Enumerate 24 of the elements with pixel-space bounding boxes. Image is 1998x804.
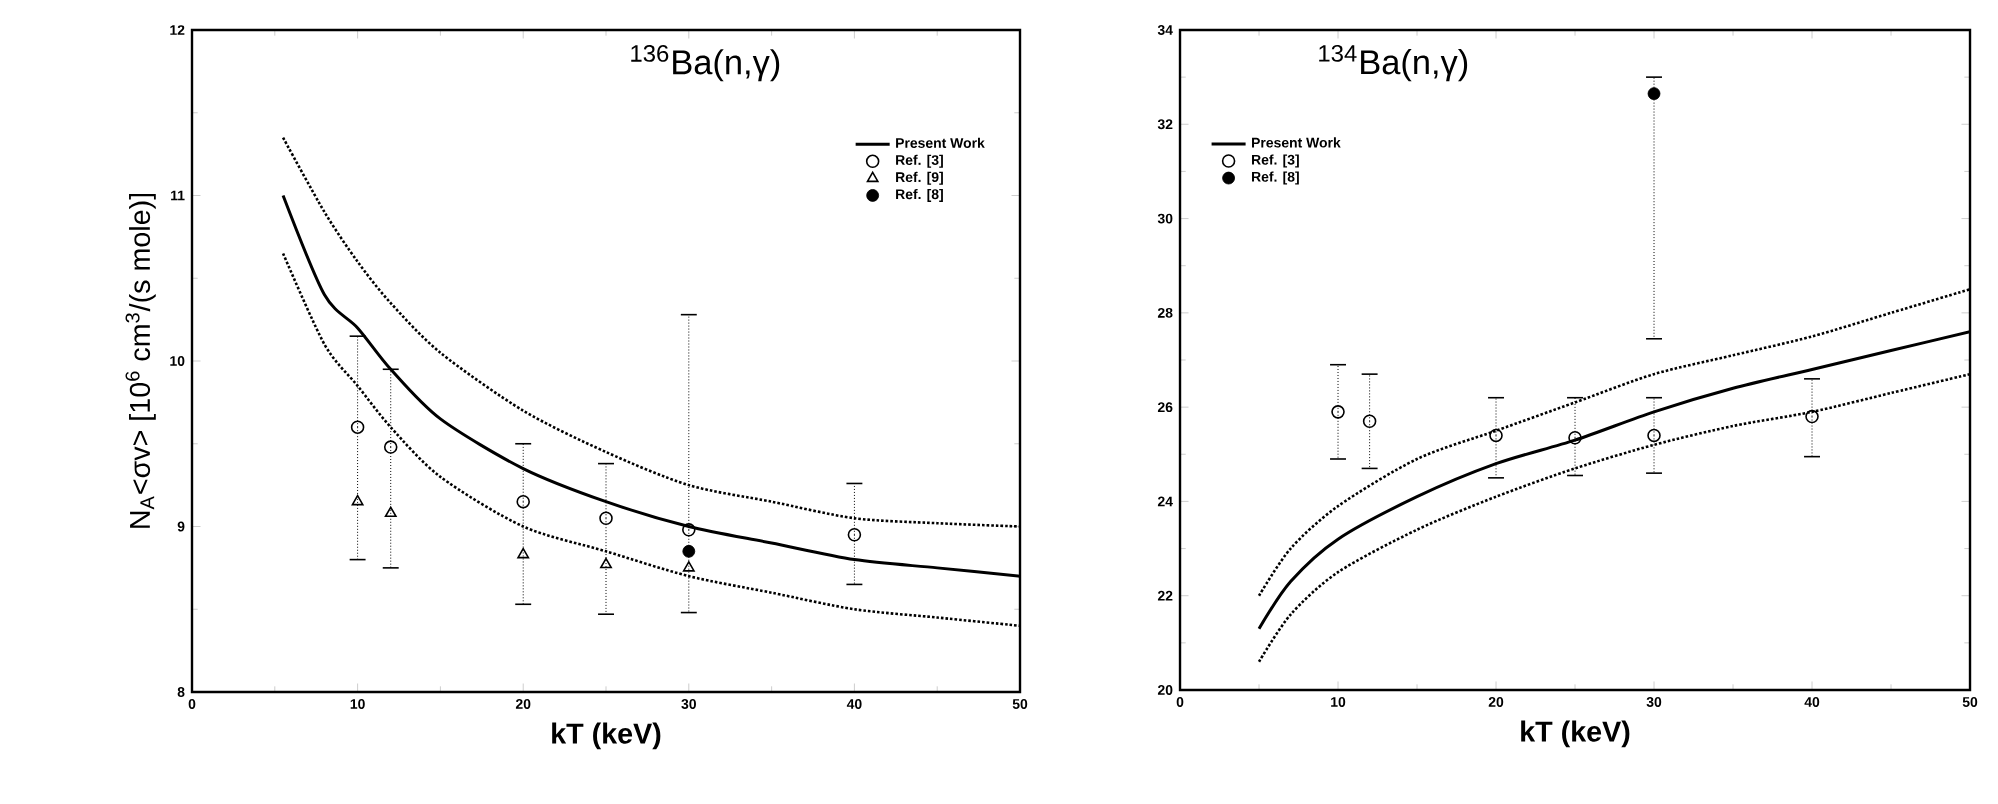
y-axis-title: N$_{A}$<σv> [10$^{6}$ cm$^{3}$/(s mole)]	[125, 193, 156, 528]
point	[847, 528, 862, 542]
point	[1647, 87, 1661, 101]
point	[517, 547, 530, 559]
chart-title: $^{136}$Ba(n,γ)	[631, 44, 780, 82]
point	[682, 561, 695, 572]
point	[350, 420, 365, 434]
point	[1331, 405, 1345, 419]
point	[600, 557, 612, 569]
x-axis-title: kT (keV)	[552, 722, 661, 750]
point	[1568, 431, 1582, 445]
point	[682, 523, 696, 537]
point	[383, 440, 398, 454]
point	[682, 544, 696, 558]
point	[351, 494, 364, 506]
point	[1805, 409, 1819, 424]
chart-title: $^{134}$Ba(n,γ)	[1319, 44, 1468, 82]
point	[516, 494, 530, 509]
x-axis-title: kT (keV)	[1521, 720, 1630, 748]
point	[1647, 428, 1661, 443]
point	[384, 506, 397, 518]
point	[1362, 414, 1377, 429]
point	[599, 511, 613, 525]
point	[1489, 428, 1503, 443]
